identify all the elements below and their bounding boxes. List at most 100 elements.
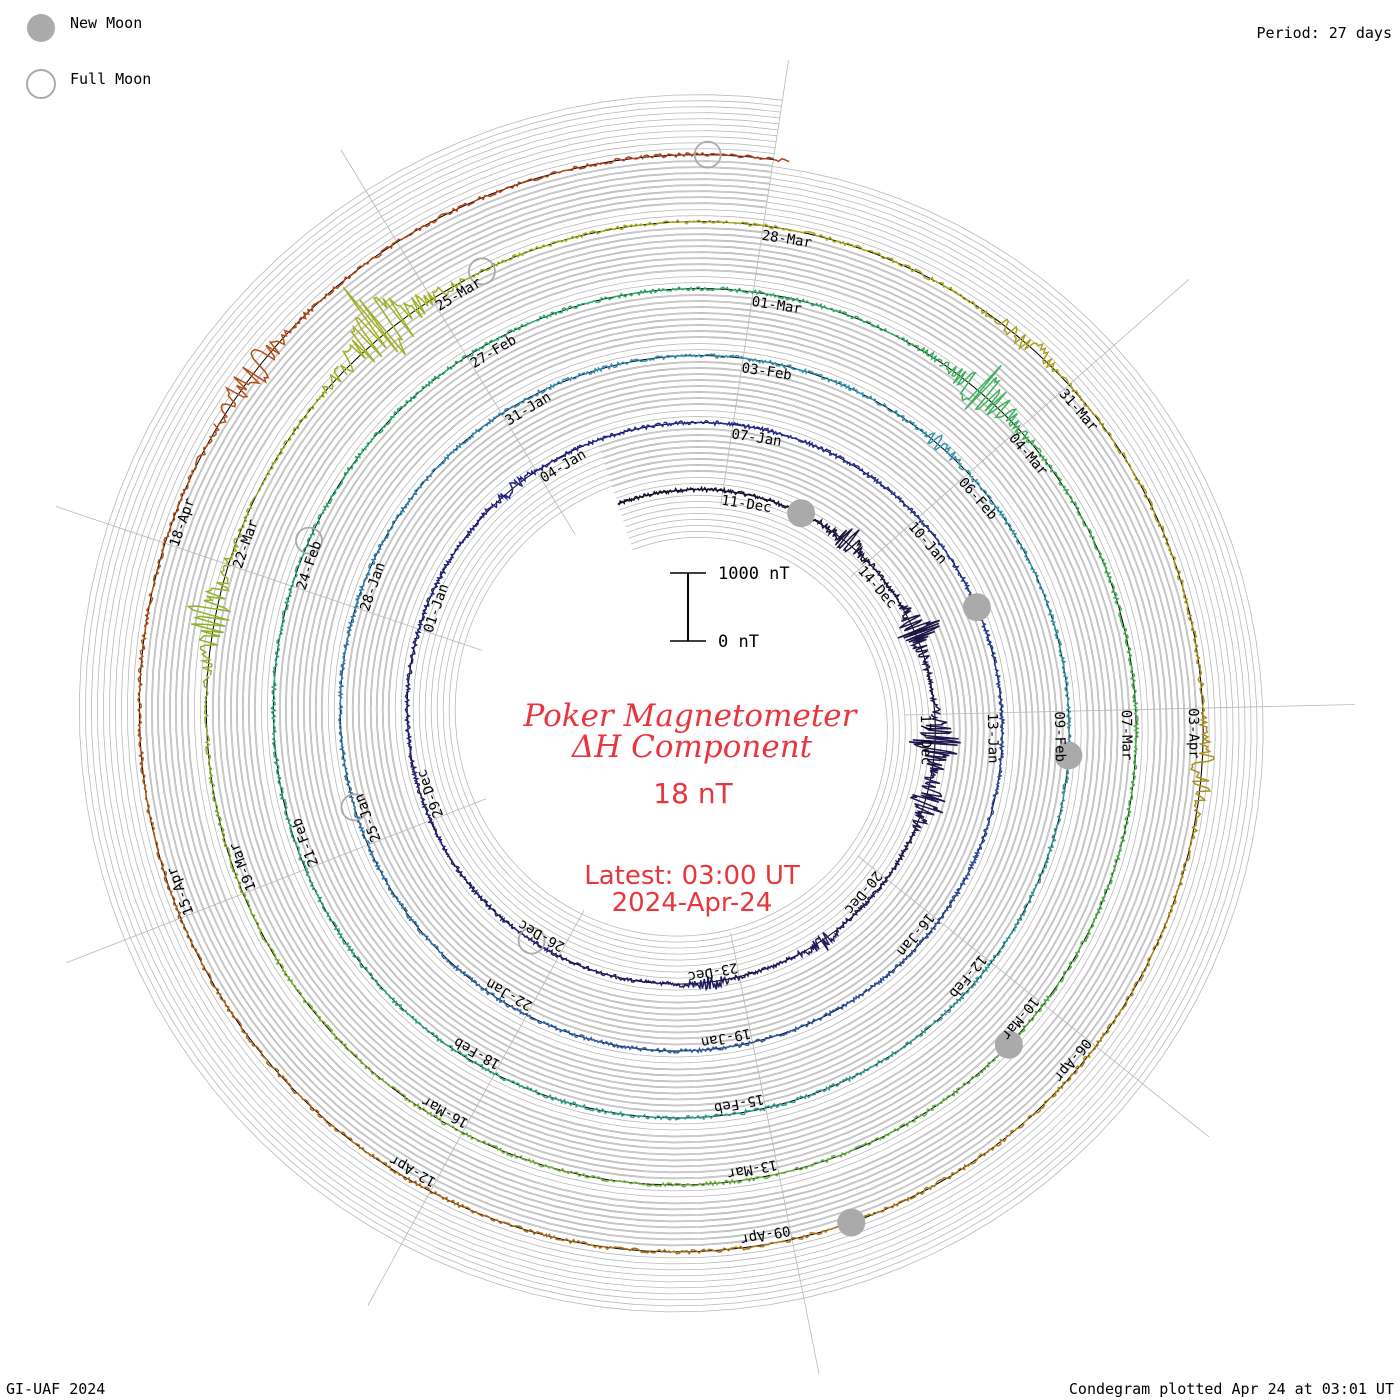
trace-segment [1156, 826, 1199, 944]
trace-segment [390, 354, 467, 421]
grid-spiral [84, 100, 1258, 1307]
grid-spiral [114, 130, 1228, 1277]
radial-spoke [850, 278, 1190, 578]
trace-segment [739, 955, 797, 980]
credit-label: GI-UAF 2024 [6, 1380, 105, 1398]
grid-spiral [120, 136, 1222, 1271]
trace-segment [673, 1106, 767, 1121]
trace-segment [1181, 590, 1205, 709]
date-label: 07-Mar [1118, 710, 1135, 761]
trace-segment [405, 914, 463, 972]
trace-segment [534, 223, 649, 250]
trace-segment [501, 376, 578, 416]
trace-segment [909, 770, 946, 829]
grid-spiral [180, 196, 1162, 1211]
date-label: 23-Dec [686, 959, 739, 985]
trace-segment [979, 307, 1070, 386]
full-moon-legend-label: Full Moon [70, 70, 151, 88]
new-moon-marker [962, 593, 991, 622]
trace-segment [799, 439, 865, 473]
trace-segment [1019, 542, 1056, 626]
trace-segment [824, 523, 870, 565]
trace-segment [752, 1015, 825, 1044]
trace-segment [1036, 799, 1066, 886]
radial-spoke [730, 932, 820, 1375]
date-label: 21-Feb [289, 816, 322, 869]
trace-segment [906, 1132, 1012, 1200]
trace-segment [852, 1026, 929, 1079]
trace-segment [1016, 429, 1080, 514]
radial-spoke [55, 506, 483, 651]
trace-segment [555, 288, 654, 315]
new-moon-marker [787, 499, 816, 528]
trace-segment [937, 856, 978, 921]
trace-segment [211, 786, 245, 895]
trace-segment [845, 877, 888, 923]
radial-spoke [904, 704, 1356, 716]
trace-segment [217, 322, 297, 427]
trace-segment [297, 989, 372, 1073]
trace-segment [386, 466, 439, 534]
chart-title: Poker Magnetometer [523, 698, 859, 734]
full-moon-marker [340, 793, 369, 822]
trace-segment [273, 365, 342, 463]
trace-segment [581, 1103, 675, 1121]
trace-segment [918, 516, 960, 577]
trace-segment [545, 1233, 670, 1254]
trace-segment [437, 412, 503, 468]
trace-segment [1137, 479, 1185, 591]
trace-segment [415, 1021, 495, 1076]
trace-segment [826, 376, 904, 417]
trace-segment [778, 1137, 882, 1175]
trace-segment [669, 1237, 793, 1256]
grid-spiral [132, 148, 1210, 1259]
trace-segment [969, 471, 1020, 545]
trace-segment [403, 693, 413, 760]
trace-segment [1077, 512, 1122, 608]
trace-segment [876, 252, 981, 310]
date-label: 01-Mar [750, 294, 802, 317]
scale-top-label: 1000 nT [718, 564, 790, 584]
grid-spiral [156, 172, 1186, 1235]
full-moon-marker [467, 257, 496, 286]
trace-segment [405, 628, 422, 694]
date-label: 06-Feb [955, 475, 1000, 524]
grid-spiral [96, 112, 1246, 1295]
grid-spiral [108, 124, 1234, 1283]
trace-segment [366, 844, 408, 915]
trace-segment [886, 919, 941, 977]
trace-segment [668, 485, 724, 494]
radial-spokes [55, 60, 1356, 1375]
trace-segment [671, 1172, 780, 1188]
trace-segment [1052, 623, 1072, 712]
trace-segment [338, 607, 357, 689]
date-label: 17-Dec [917, 714, 934, 765]
trace-segment [908, 714, 961, 774]
scale-bottom-label: 0 nT [718, 632, 759, 652]
trace-segment [506, 920, 560, 958]
trace-segment [564, 1170, 673, 1188]
trace-segment [663, 419, 734, 427]
scale-bar: 1000 nT 0 nT [670, 564, 790, 652]
date-label: 11-Dec [720, 493, 772, 516]
date-label: 06-Apr [1050, 1035, 1094, 1084]
trace-segment [599, 1039, 677, 1055]
trace-segment [1126, 709, 1140, 815]
grid-spiral [186, 202, 1156, 1205]
data-traces [137, 151, 1215, 1256]
date-label: 03-Apr [1185, 708, 1202, 759]
new-moon-legend-icon [27, 14, 55, 42]
grid-spiral [126, 142, 1216, 1265]
trace-segment [868, 560, 903, 607]
trace-segment [461, 875, 508, 923]
chart-subtitle: ΔH Component [571, 729, 813, 765]
radial-spoke [857, 855, 1210, 1138]
trace-segment [897, 604, 940, 659]
trace-segment [823, 975, 889, 1017]
date-label: 19-Jan [700, 1025, 753, 1051]
radial-spoke [720, 60, 789, 506]
new-moon-legend-label: New Moon [70, 14, 142, 32]
grid-spiral [174, 190, 1168, 1217]
grid-spiral [90, 106, 1252, 1301]
